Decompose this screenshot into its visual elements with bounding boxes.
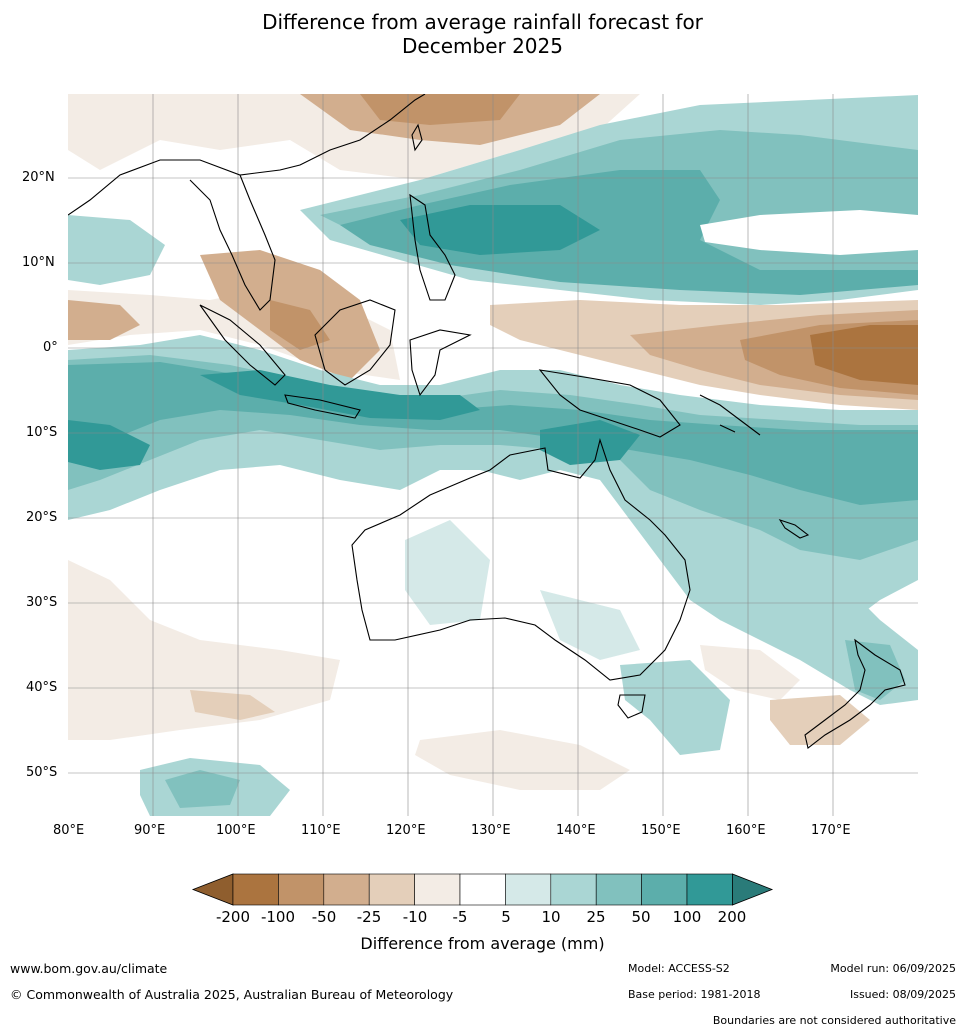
lon-tick-label: 100°E [216, 823, 256, 838]
footer-model-run: Model run: 06/09/2025 [830, 962, 956, 975]
lat-tick-label: 20°S [26, 510, 58, 525]
lat-tick-label: 30°S [26, 595, 58, 610]
dry-area-southern-indian-ocean-core [190, 690, 275, 720]
lat-tick-label: 10°S [26, 425, 58, 440]
lon-tick-label: 150°E [641, 823, 681, 838]
footer-model: Model: ACCESS-S2 [628, 962, 730, 975]
colorbar-tick-label: -25 [356, 908, 382, 926]
coast-sumatra [199, 304, 286, 386]
wet-area-tasmania-sea [620, 660, 730, 755]
coast-asia-mainland [68, 94, 426, 311]
lon-tick-label: 80°E [53, 823, 85, 838]
dry-belt-pacific-core [810, 325, 918, 385]
lat-tick-label: 20°N [22, 170, 55, 185]
footer-copyright: © Commonwealth of Australia 2025, Austra… [10, 987, 454, 1002]
coast-borneo [314, 299, 396, 386]
dry-belt-indian-ocean-core [68, 300, 140, 340]
lat-tick-label: 10°N [22, 255, 55, 270]
coast-solomon-islands [699, 394, 761, 436]
colorbar-tick-label: 200 [717, 908, 747, 926]
lat-tick-label: 50°S [26, 765, 58, 780]
lon-tick-label: 170°E [811, 823, 851, 838]
map-title: Difference from average rainfall forecas… [0, 10, 965, 58]
wet-belt-south-core-west [68, 420, 150, 470]
coast-new-guinea [538, 369, 681, 438]
clear-area-north-pacific [700, 210, 918, 255]
anomaly-fields [68, 94, 918, 816]
dry-area-east-of-tasmania [700, 645, 800, 700]
lon-tick-label: 110°E [301, 823, 341, 838]
wet-belt-north-strong [340, 170, 918, 295]
footer-issued: Issued: 08/09/2025 [849, 988, 956, 1001]
colorbar-tick-label: 50 [631, 908, 651, 926]
dry-area-southern-indian-ocean [68, 560, 340, 740]
lat-tick-label: 0° [43, 340, 58, 355]
colorbar-tick-label: -100 [260, 908, 296, 926]
colorbar-tick-label: -50 [311, 908, 337, 926]
gridlines [68, 94, 918, 816]
coast-australia [351, 438, 691, 681]
wet-area-southeast-australia [540, 590, 640, 660]
dry-area-south-of-new-zealand [770, 695, 870, 745]
coast-java [284, 394, 361, 419]
footer-disclaimer: Boundaries are not considered authoritat… [712, 1014, 956, 1027]
dry-area-southern-ocean [415, 730, 630, 790]
wet-belt-north-core [400, 205, 600, 255]
title-line-1: Difference from average rainfall forecas… [262, 10, 703, 34]
coastlines [68, 94, 906, 749]
dry-area-borneo-core [270, 300, 330, 350]
coast-new-zealand [804, 638, 906, 749]
title-line-2: December 2025 [402, 34, 563, 58]
colorbar-tick-label: 25 [586, 908, 606, 926]
colorbar-tick-label: 5 [501, 908, 511, 926]
wet-area-new-zealand [845, 640, 905, 700]
dry-area-china-inner [360, 94, 520, 125]
colorbar-tick-label: 100 [672, 908, 702, 926]
colorbar-title: Difference from average (mm) [360, 934, 605, 953]
colorbar-tick-label: -5 [452, 908, 468, 926]
lon-tick-label: 90°E [134, 823, 166, 838]
lon-tick-label: 160°E [726, 823, 766, 838]
wet-area-western-australia [405, 520, 490, 625]
colorbar-tick-label: -10 [402, 908, 428, 926]
wet-area-southern-ocean-core [165, 770, 240, 808]
wet-belt-south-core-coral-sea [540, 420, 640, 465]
lon-tick-label: 140°E [556, 823, 596, 838]
wet-belt-south-core-indonesia [200, 370, 480, 420]
footer-website: www.bom.gov.au/climate [10, 961, 168, 976]
lon-tick-label: 130°E [471, 823, 511, 838]
coast-philippines [409, 193, 456, 301]
lat-tick-label: 40°S [26, 680, 58, 695]
coast-tasmania [617, 694, 646, 719]
coast-new-caledonia [778, 518, 810, 539]
coast-taiwan [411, 123, 423, 152]
colorbar-tick-label: 10 [541, 908, 561, 926]
lon-tick-label: 120°E [386, 823, 426, 838]
wet-patch-bay-of-bengal [68, 215, 165, 285]
coast-sulawesi [409, 329, 472, 397]
footer-base-period: Base period: 1981-2018 [628, 988, 761, 1001]
colorbar-tick-label: -200 [215, 908, 251, 926]
